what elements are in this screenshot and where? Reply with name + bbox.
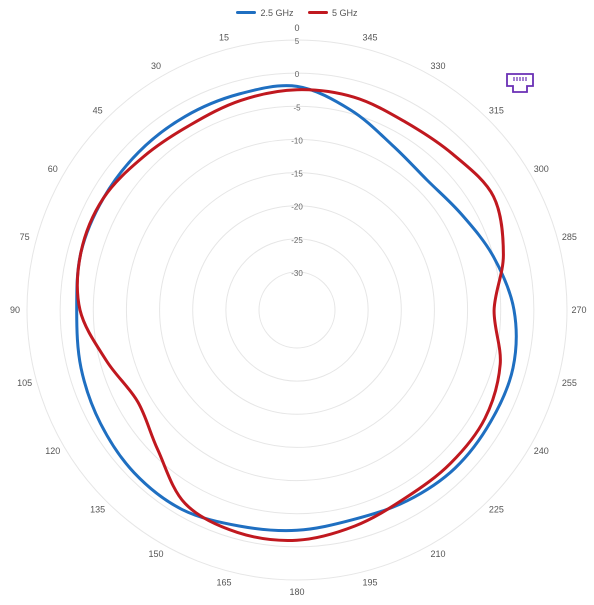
legend-swatch-2 (308, 11, 328, 14)
angular-tick-label: 180 (289, 587, 304, 597)
grid-ring-0 (26, 39, 568, 581)
grid-ring-5 (192, 205, 402, 415)
angular-tick-label: 60 (48, 164, 58, 174)
polar-grid (26, 39, 568, 581)
angular-tick-label: 270 (571, 305, 586, 315)
legend-swatch-1 (236, 11, 257, 14)
angular-tick-label: 225 (489, 504, 504, 514)
grid-ring-6 (225, 238, 369, 382)
radial-tick-label: 5 (295, 37, 300, 46)
angular-tick-label: 45 (93, 106, 103, 116)
radial-tick-label: -30 (291, 269, 303, 278)
angular-tick-label: 315 (489, 106, 504, 116)
series-group (75, 84, 518, 542)
grid-ring-4 (159, 172, 435, 448)
angular-tick-label: 75 (20, 232, 30, 242)
grid-ring-1 (59, 72, 535, 548)
radial-tick-label: 0 (295, 70, 300, 79)
radial-tick-label: -5 (293, 103, 301, 112)
angular-tick-label: 240 (534, 446, 549, 456)
angular-tick-label: 30 (151, 61, 161, 71)
ethernet-port-icon (506, 73, 534, 93)
angular-tick-label: 210 (430, 549, 445, 559)
angular-tick-label: 345 (362, 33, 377, 43)
legend-item-1: 2.5 GHz (236, 8, 293, 18)
angular-tick-label: 285 (562, 232, 577, 242)
radial-tick-label: -25 (291, 236, 303, 245)
legend-item-2: 5 GHz (308, 8, 358, 18)
radial-tick-label: -20 (291, 203, 303, 212)
angular-tick-label: 195 (362, 577, 377, 587)
angular-tick-label: 135 (90, 504, 105, 514)
angular-tick-label: 0 (294, 23, 299, 33)
legend-label-2: 5 GHz (332, 7, 358, 18)
radial-tick-label: -15 (291, 170, 303, 179)
angular-tick-label: 165 (216, 577, 231, 587)
grid-ring-3 (125, 138, 469, 482)
grid-ring-2 (92, 105, 502, 515)
angular-tick-label: 150 (148, 549, 163, 559)
angular-tick-label: 330 (430, 61, 445, 71)
series-line-2 (75, 88, 505, 542)
legend-label-1: 2.5 GHz (260, 7, 294, 18)
grid-ring-7 (258, 271, 336, 349)
angular-tick-label: 15 (219, 33, 229, 43)
angular-tick-label: 300 (534, 164, 549, 174)
angular-tick-label: 120 (45, 446, 60, 456)
axis-labels: 5 0 -5 -10 -15 -20 -25 -30 0 15 30 45 60 75 90 105 120 13… (10, 23, 587, 597)
angular-tick-label: 105 (17, 378, 32, 388)
radial-tick-label: -10 (291, 136, 303, 145)
angular-tick-label: 90 (10, 305, 20, 315)
legend: 2.5 GHz 5 GHz (0, 6, 594, 18)
angular-tick-label: 255 (562, 378, 577, 388)
